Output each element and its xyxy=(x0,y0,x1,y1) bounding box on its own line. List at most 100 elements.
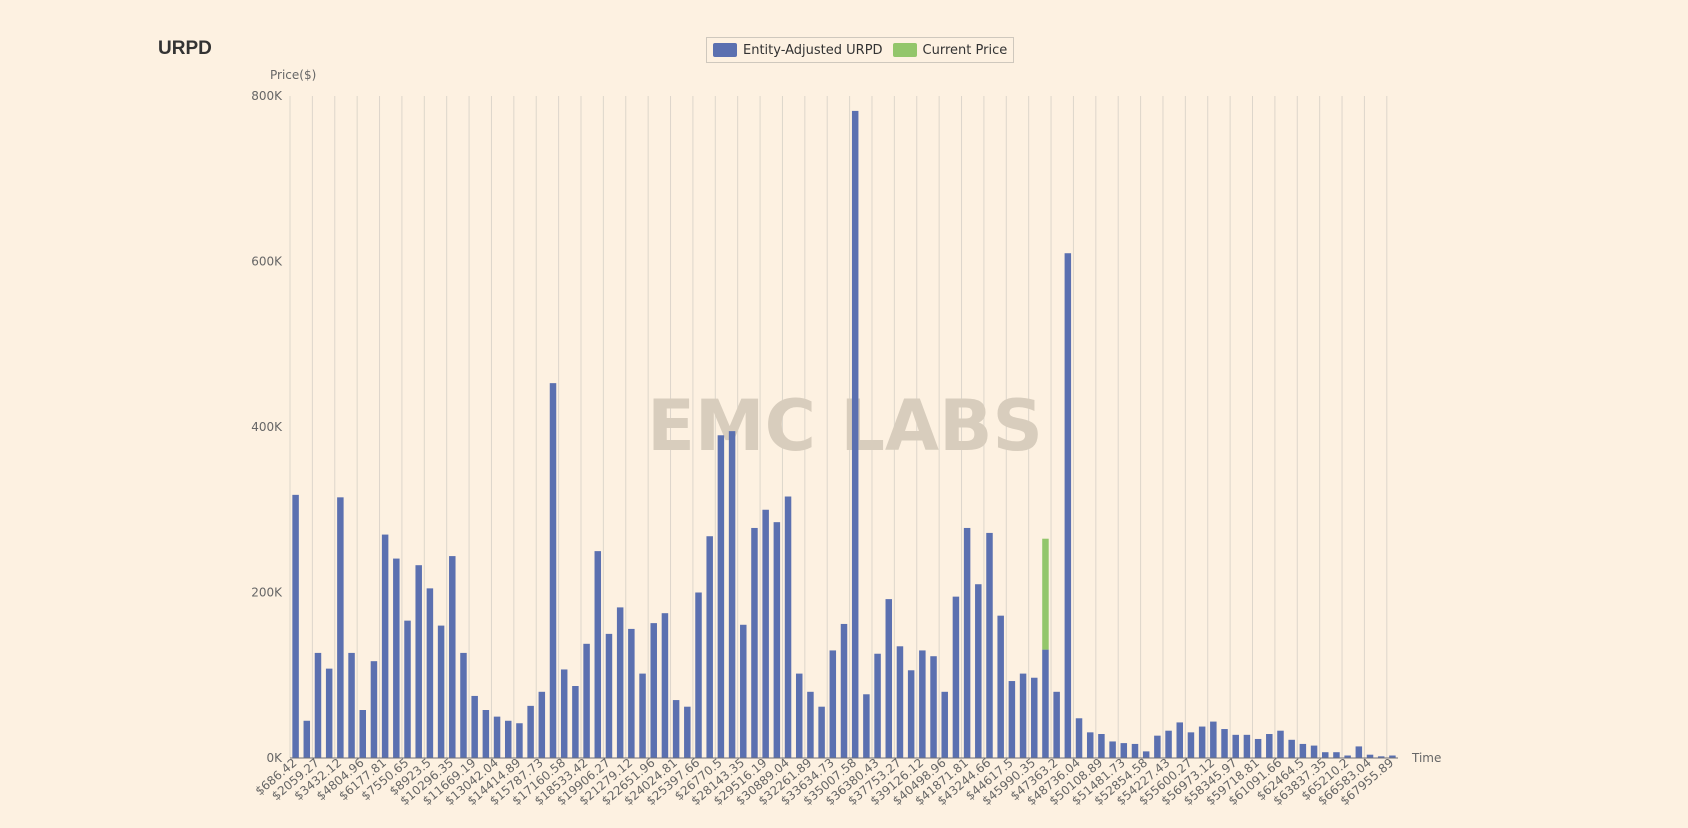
bar-entity-adjusted-urpd xyxy=(1221,729,1228,758)
bar-entity-adjusted-urpd xyxy=(404,620,411,758)
bar-entity-adjusted-urpd xyxy=(1053,691,1060,758)
bar-entity-adjusted-urpd xyxy=(381,534,389,758)
bar-entity-adjusted-urpd xyxy=(1288,739,1295,758)
bar-entity-adjusted-urpd xyxy=(851,110,859,758)
bar-entity-adjusted-urpd xyxy=(717,435,725,758)
bar-entity-adjusted-urpd xyxy=(415,565,422,758)
bar-entity-adjusted-urpd xyxy=(1165,730,1172,758)
bar-entity-adjusted-urpd xyxy=(628,628,635,758)
bar-entity-adjusted-urpd xyxy=(930,656,937,758)
bar-entity-adjusted-urpd xyxy=(560,669,568,758)
bar-entity-adjusted-urpd xyxy=(1333,752,1340,758)
x-axis-title: Time xyxy=(1411,751,1441,765)
axes: 0K200K400K600K800KPrice($)Time$686.42$20… xyxy=(251,68,1441,808)
bar-entity-adjusted-urpd xyxy=(1008,681,1016,758)
bar-entity-adjusted-urpd xyxy=(863,694,870,758)
bar-entity-adjusted-urpd xyxy=(1310,745,1318,758)
bar-entity-adjusted-urpd xyxy=(482,710,490,758)
bar-entity-adjusted-urpd xyxy=(583,643,590,758)
bar-entity-adjusted-urpd xyxy=(695,592,702,758)
bar-entity-adjusted-urpd xyxy=(527,705,534,758)
legend-item-entity-adjusted-urpd[interactable]: Entity-Adjusted URPD xyxy=(713,43,883,58)
bar-entity-adjusted-urpd xyxy=(1266,734,1273,758)
bar-entity-adjusted-urpd xyxy=(963,527,971,758)
bar-entity-adjusted-urpd xyxy=(773,522,781,758)
bar-entity-adjusted-urpd xyxy=(1377,756,1385,758)
legend-swatch-entity-adjusted-urpd xyxy=(713,43,737,57)
y-tick-label: 0K xyxy=(266,751,283,765)
bar-entity-adjusted-urpd xyxy=(1042,649,1049,758)
bar-entity-adjusted-urpd xyxy=(919,650,926,758)
bar-series xyxy=(292,110,1396,758)
y-tick-label: 800K xyxy=(251,89,283,103)
bar-entity-adjusted-urpd xyxy=(941,691,948,758)
bar-entity-adjusted-urpd xyxy=(639,673,646,758)
bar-entity-adjusted-urpd xyxy=(896,646,904,758)
bar-entity-adjusted-urpd xyxy=(661,613,669,758)
bar-entity-adjusted-urpd xyxy=(1075,718,1083,758)
legend-label-current-price: Current Price xyxy=(922,42,1008,58)
bar-entity-adjusted-urpd xyxy=(1344,755,1351,758)
bar-entity-adjusted-urpd xyxy=(572,686,579,758)
bar-entity-adjusted-urpd xyxy=(1098,734,1105,758)
bar-entity-adjusted-urpd xyxy=(437,625,445,758)
bar-entity-adjusted-urpd xyxy=(314,652,322,758)
grid-lines xyxy=(289,96,1388,758)
bar-entity-adjusted-urpd xyxy=(885,599,893,758)
bar-entity-adjusted-urpd xyxy=(706,536,713,758)
bar-entity-adjusted-urpd xyxy=(325,668,333,758)
bar-entity-adjusted-urpd xyxy=(1142,751,1150,758)
bar-entity-adjusted-urpd xyxy=(1232,734,1239,758)
bar-entity-adjusted-urpd xyxy=(1198,726,1206,758)
bar-entity-adjusted-urpd xyxy=(1389,755,1396,758)
legend-swatch-current-price xyxy=(892,43,917,57)
bar-entity-adjusted-urpd xyxy=(370,661,378,758)
bar-entity-adjusted-urpd xyxy=(952,596,960,758)
bar-entity-adjusted-urpd xyxy=(471,695,478,758)
bar-entity-adjusted-urpd xyxy=(348,652,355,758)
bar-entity-adjusted-urpd xyxy=(292,494,299,758)
bar-entity-adjusted-urpd xyxy=(594,551,602,758)
bar-entity-adjusted-urpd xyxy=(605,633,613,758)
bar-entity-adjusted-urpd xyxy=(1120,743,1128,758)
bar-entity-adjusted-urpd xyxy=(650,623,657,758)
bar-entity-adjusted-urpd xyxy=(516,723,523,758)
bar-entity-adjusted-urpd xyxy=(986,532,993,758)
bar-current-price xyxy=(1042,538,1049,650)
chart-title: URPD xyxy=(158,38,212,59)
bar-entity-adjusted-urpd xyxy=(1031,677,1038,758)
bar-entity-adjusted-urpd xyxy=(795,673,803,758)
bar-entity-adjusted-urpd xyxy=(1187,732,1195,758)
y-tick-label: 600K xyxy=(251,255,283,269)
bar-entity-adjusted-urpd xyxy=(616,607,624,758)
bar-entity-adjusted-urpd xyxy=(1154,735,1161,758)
bar-entity-adjusted-urpd xyxy=(840,623,848,758)
bar-entity-adjusted-urpd xyxy=(1210,721,1217,758)
y-tick-label: 200K xyxy=(251,586,283,600)
bar-entity-adjusted-urpd xyxy=(538,691,546,758)
bar-entity-adjusted-urpd xyxy=(975,584,982,758)
bar-entity-adjusted-urpd xyxy=(303,720,311,758)
bar-entity-adjusted-urpd xyxy=(504,720,512,758)
bar-entity-adjusted-urpd xyxy=(1064,253,1072,758)
bar-entity-adjusted-urpd xyxy=(740,624,747,758)
bar-entity-adjusted-urpd xyxy=(1131,743,1139,758)
bar-entity-adjusted-urpd xyxy=(807,691,814,758)
bar-entity-adjusted-urpd xyxy=(393,558,400,758)
legend: Entity-Adjusted URPD Current Price xyxy=(706,37,1015,63)
bar-entity-adjusted-urpd xyxy=(672,700,680,758)
bar-entity-adjusted-urpd xyxy=(1322,752,1329,758)
legend-label-entity-adjusted-urpd: Entity-Adjusted URPD xyxy=(743,42,883,58)
bar-entity-adjusted-urpd xyxy=(1366,754,1374,758)
bar-entity-adjusted-urpd xyxy=(549,383,557,758)
bar-entity-adjusted-urpd xyxy=(359,710,366,758)
bar-entity-adjusted-urpd xyxy=(1109,741,1116,758)
bar-entity-adjusted-urpd xyxy=(907,670,915,758)
legend-item-current-price[interactable]: Current Price xyxy=(892,42,1008,58)
bar-entity-adjusted-urpd xyxy=(1254,738,1262,758)
bar-entity-adjusted-urpd xyxy=(1019,673,1027,758)
bar-entity-adjusted-urpd xyxy=(1277,730,1284,758)
bar-entity-adjusted-urpd xyxy=(449,556,456,758)
bar-entity-adjusted-urpd xyxy=(426,588,434,758)
